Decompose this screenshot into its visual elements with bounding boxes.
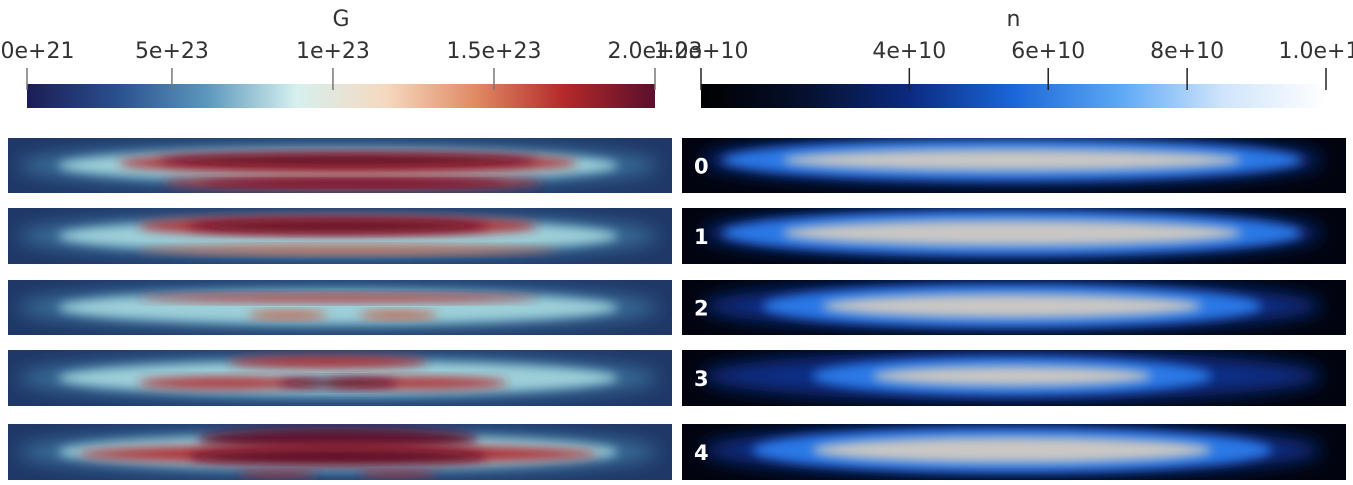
panel-label: 3 — [694, 367, 709, 391]
generation-panel — [8, 424, 672, 480]
core — [872, 366, 1152, 386]
colorbar — [701, 84, 1326, 108]
hot-region — [158, 154, 538, 166]
tick-label: 6e+10 — [1011, 39, 1085, 64]
core — [812, 437, 1212, 463]
density-panel — [682, 208, 1346, 264]
tick-label: 8e+10 — [1150, 39, 1224, 64]
colorbar-title: n — [1007, 7, 1021, 32]
panel-label: 4 — [694, 441, 709, 465]
colorbar-title: G — [332, 7, 349, 32]
tick-label: 1e+23 — [296, 39, 370, 64]
core — [782, 220, 1242, 246]
tick-label: 4e+10 — [872, 39, 946, 64]
core — [782, 149, 1242, 171]
panel-label: 0 — [694, 155, 709, 179]
hot-region — [278, 378, 398, 388]
hot-region — [248, 311, 328, 319]
tick-label: 1.0e+10 — [654, 39, 749, 64]
generation-panel — [8, 138, 672, 193]
hot-region — [188, 220, 488, 232]
generation-panel — [8, 208, 672, 264]
hot-region — [228, 356, 428, 368]
hot-region — [138, 246, 558, 254]
hot-region — [358, 471, 438, 477]
generation-panel — [8, 350, 672, 406]
generation-panel — [8, 280, 672, 335]
hot-region — [188, 449, 488, 465]
tick-label: 5.0e+21 — [0, 39, 74, 64]
hot-region — [358, 311, 438, 319]
tick-label: 2.0e+23 — [608, 39, 703, 64]
hot-region — [138, 377, 318, 389]
hot-region — [138, 294, 538, 302]
tick-label: 1.0e+11 — [1279, 39, 1353, 64]
density-panel — [682, 350, 1346, 406]
colorbar — [27, 84, 655, 108]
hot-region — [203, 180, 503, 186]
density-panel — [682, 424, 1346, 480]
density-panel — [682, 138, 1346, 193]
tick-label: 1.5e+23 — [446, 39, 541, 64]
density-panel — [682, 280, 1346, 335]
panel-label: 2 — [694, 297, 709, 321]
tick-label: 5e+23 — [135, 39, 209, 64]
hot-region — [238, 471, 318, 477]
core — [822, 294, 1202, 318]
panel-label: 1 — [694, 225, 709, 249]
hot-region — [198, 427, 478, 451]
